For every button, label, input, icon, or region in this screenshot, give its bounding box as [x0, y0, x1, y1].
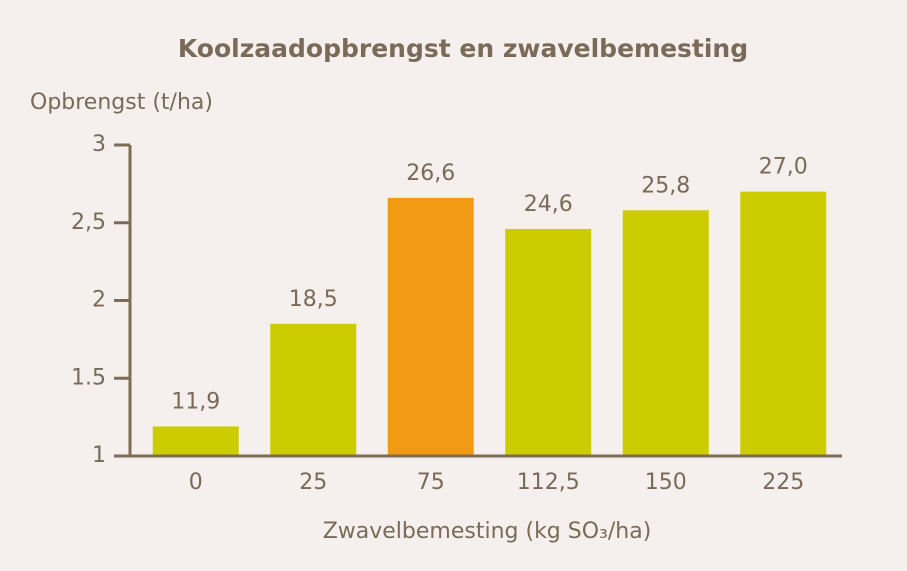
y-tick-label: 1 [92, 443, 106, 468]
value-label: 26,6 [406, 161, 455, 186]
x-tick-label: 75 [417, 470, 445, 495]
x-tick-label: 112,5 [517, 470, 580, 495]
bar [622, 210, 709, 456]
x-tick-label: 25 [299, 470, 327, 495]
bar [387, 197, 474, 456]
bar [505, 228, 592, 456]
y-axis-title: Opbrengst (t/ha) [30, 90, 213, 115]
x-tick-label: 0 [189, 470, 203, 495]
y-tick-label: 2 [92, 288, 106, 313]
y-tick-label: 1.5 [71, 365, 106, 390]
bar [152, 426, 239, 456]
value-label: 18,5 [289, 287, 338, 312]
chart-title: Koolzaadopbrengst en zwavelbemesting [178, 34, 748, 63]
bar [270, 323, 357, 456]
value-label: 27,0 [759, 155, 808, 180]
x-tick-label: 225 [762, 470, 804, 495]
value-label: 25,8 [641, 173, 690, 198]
y-tick-label: 2,5 [71, 210, 106, 235]
x-tick-label: 150 [645, 470, 687, 495]
x-axis-title: Zwavelbemesting (kg SO₃/ha) [323, 519, 652, 544]
bar [740, 191, 827, 456]
value-label: 11,9 [171, 389, 220, 414]
y-tick-label: 3 [92, 132, 106, 157]
value-label: 24,6 [524, 192, 573, 217]
